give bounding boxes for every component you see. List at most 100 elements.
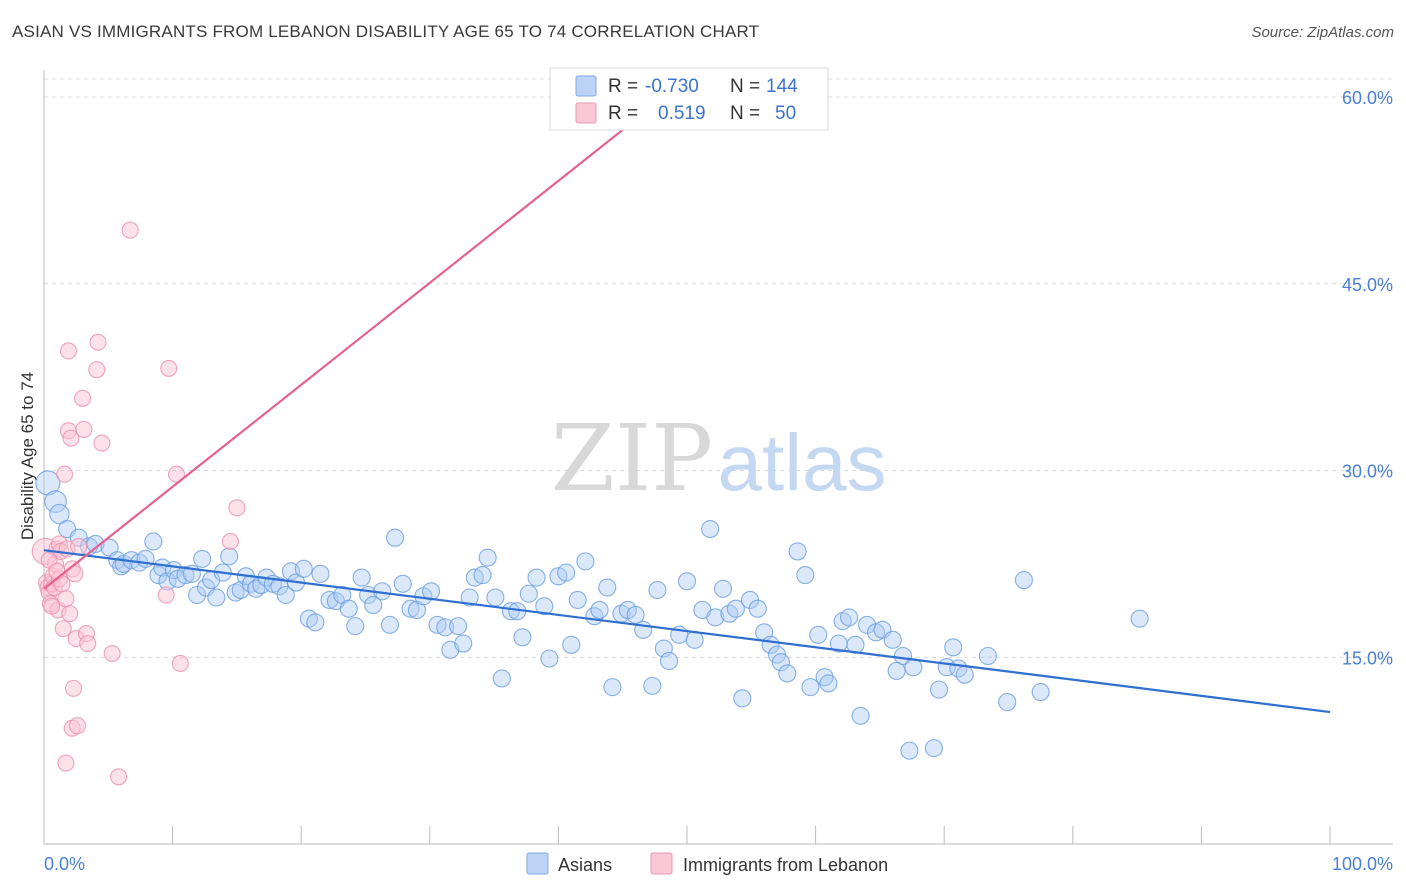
asians-point — [187, 585, 207, 605]
stats-n-value-lebanon: 50 — [775, 103, 796, 124]
asians-point — [136, 549, 155, 568]
asians-point — [809, 625, 828, 644]
legend-label-asians: Asians — [558, 855, 612, 875]
asians-point — [311, 564, 330, 583]
lebanon-point — [228, 499, 246, 517]
asians-point — [590, 600, 609, 619]
asians-point — [778, 664, 797, 683]
asians-point — [801, 678, 820, 697]
asians-point — [513, 628, 532, 647]
watermark-atlas: atlas — [718, 418, 887, 507]
legend-swatch-lebanon — [650, 852, 673, 875]
asians-point — [706, 608, 725, 627]
asians-point — [527, 568, 546, 587]
lebanon-point — [59, 342, 77, 360]
asians-point — [364, 595, 383, 615]
asians-point — [153, 558, 172, 577]
asians-point — [226, 583, 245, 602]
lebanon-point — [171, 654, 189, 673]
asians-point — [796, 566, 815, 585]
stats-r-label-asians: R = — [608, 76, 638, 97]
axes — [43, 70, 1393, 845]
asians-point — [352, 568, 371, 587]
asians-point — [44, 490, 67, 513]
lebanon-point — [93, 434, 111, 452]
asians-point — [35, 470, 61, 496]
asians-point — [930, 680, 949, 699]
lebanon-point — [167, 465, 186, 483]
legend-swatch-asians — [526, 852, 549, 875]
y-tick-labels: 15.0% 30.0% 45.0% 60.0% — [1342, 88, 1393, 668]
stats-r-value-lebanon: 0.519 — [658, 103, 706, 124]
lebanon-point — [57, 590, 75, 608]
lebanon-point — [66, 565, 84, 583]
asians-point — [677, 572, 697, 591]
lebanon-points — [31, 221, 246, 786]
legend-label-lebanon: Immigrants from Lebanon — [683, 855, 888, 875]
asians-point — [900, 741, 919, 760]
asians-point — [659, 651, 679, 671]
asians-point — [562, 635, 581, 654]
x-tick-label-max: 100.0% — [1332, 854, 1393, 874]
asians-point — [112, 557, 131, 576]
asians-point — [486, 588, 505, 607]
asians-point — [492, 669, 511, 688]
asians-points — [35, 470, 1149, 760]
asians-point — [386, 528, 405, 547]
asians-point — [557, 563, 576, 582]
asians-point — [819, 674, 838, 693]
lebanon-point — [57, 754, 75, 772]
lebanon-point — [54, 620, 72, 638]
lebanon-point — [110, 768, 128, 786]
asians-point — [436, 618, 455, 637]
lebanon-trend-line — [43, 108, 650, 590]
x-tick-label-min: 0.0% — [44, 854, 85, 874]
asians-point — [924, 739, 943, 758]
lebanon-point — [160, 359, 178, 377]
y-tick-label: 45.0% — [1342, 275, 1393, 295]
asians-point — [540, 649, 559, 668]
asians-point — [231, 580, 250, 600]
lebanon-point — [75, 420, 93, 438]
asians-point — [478, 548, 497, 567]
y-tick-label: 30.0% — [1342, 462, 1393, 482]
watermark-zip: ZIP — [551, 405, 713, 512]
asians-point — [893, 646, 913, 666]
lebanon-point — [221, 532, 240, 551]
asians-point — [1031, 683, 1050, 702]
asians-point — [648, 580, 667, 600]
asians-point — [294, 559, 313, 578]
lebanon-point — [121, 221, 139, 239]
asians-point — [380, 615, 399, 634]
asians-point — [851, 706, 870, 725]
asians-point — [626, 605, 645, 624]
asians-point — [1014, 571, 1033, 590]
lebanon-point — [88, 361, 106, 379]
asians-point — [955, 665, 974, 684]
stats-r-value-asians: -0.730 — [645, 76, 699, 97]
stats-box: R = -0.730 N = 144 R = 0.519 N = 50 — [549, 67, 829, 131]
asians-point — [86, 534, 105, 554]
lebanon-point — [56, 465, 74, 483]
asians-point — [519, 584, 538, 603]
asians-point — [998, 693, 1017, 712]
asians-point — [535, 597, 554, 616]
asians-point — [144, 532, 163, 551]
asians-point — [346, 617, 365, 636]
stats-swatch-lebanon — [575, 102, 597, 124]
asians-point — [473, 566, 492, 585]
y-axis-label: Disability Age 65 to 74 — [18, 372, 37, 540]
asians-point — [193, 549, 212, 568]
stats-swatch-asians — [575, 75, 597, 97]
lebanon-point — [103, 644, 121, 663]
asians-point — [568, 590, 587, 610]
y-tick-label: 15.0% — [1342, 648, 1393, 668]
asians-point — [788, 542, 807, 561]
asians-point — [207, 588, 226, 607]
watermark: ZIP atlas — [551, 405, 887, 512]
asians-point — [701, 519, 720, 539]
lebanon-point — [48, 562, 66, 580]
asians-point — [401, 599, 420, 618]
asians-point — [944, 638, 963, 657]
